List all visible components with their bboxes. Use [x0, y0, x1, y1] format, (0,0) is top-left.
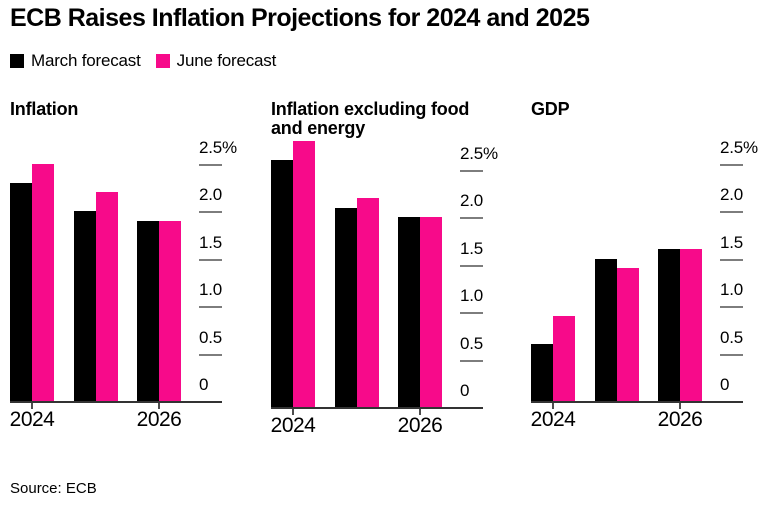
- y-tick-label: 2.5%: [720, 137, 758, 157]
- bar-march-2026: [137, 220, 159, 401]
- y-tick-mark: [720, 163, 743, 166]
- chart-subtitle-gdp: GDP: [531, 99, 570, 119]
- x-tick-label: 2024: [530, 408, 576, 431]
- y-tick-mark: [199, 306, 222, 308]
- figure-title: ECB Raises Inflation Projections for 202…: [10, 4, 590, 32]
- bar-march-2024: [10, 182, 32, 401]
- x-tick-label: 2024: [9, 408, 55, 431]
- x-tick-label: 2024: [270, 414, 316, 437]
- y-tick-mark: [720, 306, 743, 308]
- bar-june-2024: [32, 163, 54, 401]
- y-tick-mark: [720, 211, 743, 213]
- y-tick-label: 2.0: [199, 185, 223, 204]
- x-tick-label: 2026: [397, 414, 443, 437]
- legend-swatch-march: [10, 54, 24, 68]
- bar-march-2024: [531, 344, 553, 401]
- y-tick-label: 0.5: [199, 327, 223, 347]
- chart-core-inflation: Inflation excluding food and energy 2.5%…: [271, 100, 516, 445]
- y-tick-label: 0.5: [720, 327, 744, 347]
- legend-label-june: June forecast: [176, 51, 277, 70]
- legend: March forecast June forecast: [10, 51, 276, 71]
- legend-label-march: March forecast: [31, 51, 141, 70]
- bar-june-2024: [553, 315, 575, 401]
- y-tick-mark: [460, 264, 483, 267]
- source-note: Source: ECB: [10, 480, 97, 497]
- x-axis-line: [271, 407, 483, 409]
- legend-item-march: March forecast: [10, 51, 141, 71]
- y-tick-label: 1.5: [199, 232, 223, 252]
- legend-item-june: June forecast: [155, 51, 277, 71]
- y-tick-label: 0: [460, 381, 470, 400]
- y-tick-label: 2.5%: [199, 137, 237, 157]
- chart-subtitle-core-inflation: Inflation excluding food and energy: [271, 99, 470, 138]
- chart-subtitle-inflation: Inflation: [10, 99, 79, 119]
- chart-inflation: Inflation 2.5% 2.0 1.5 1.0 0.5 0 2024 2026: [10, 100, 255, 445]
- bar-june-2025: [616, 268, 639, 401]
- y-tick-mark: [460, 217, 483, 219]
- y-tick-mark: [199, 353, 222, 356]
- bar-march-2025: [73, 211, 96, 401]
- y-tick-mark: [720, 258, 743, 261]
- y-tick-label: 1.0: [199, 280, 223, 299]
- y-tick-mark: [199, 258, 222, 261]
- x-tick-mark: [31, 403, 33, 409]
- y-tick-label: 2.0: [460, 191, 484, 210]
- y-tick-label: 1.0: [460, 286, 484, 305]
- bar-march-2025: [334, 207, 357, 407]
- y-tick-label: 0: [199, 375, 209, 394]
- y-tick-label: 1.5: [460, 238, 484, 258]
- bar-march-2024: [271, 160, 293, 407]
- legend-swatch-june: [155, 54, 170, 68]
- y-tick-mark: [720, 353, 743, 356]
- x-tick-mark: [292, 409, 294, 415]
- y-tick-mark: [199, 163, 222, 166]
- x-tick-mark: [552, 403, 554, 409]
- y-tick-label: 2.0: [720, 185, 744, 204]
- y-tick-label: 1.5: [720, 232, 744, 252]
- bar-march-2025: [594, 258, 617, 401]
- y-tick-mark: [199, 211, 222, 213]
- x-tick-label: 2026: [136, 408, 182, 431]
- bar-june-2026: [680, 249, 702, 401]
- y-tick-label: 0.5: [460, 333, 484, 353]
- bar-june-2025: [95, 192, 118, 401]
- bar-june-2025: [356, 198, 379, 407]
- y-tick-label: 0: [720, 375, 730, 394]
- bar-june-2026: [159, 220, 181, 401]
- x-axis-line: [10, 401, 222, 403]
- y-tick-label: 1.0: [720, 280, 744, 299]
- bar-march-2026: [398, 217, 420, 407]
- x-tick-mark: [679, 403, 681, 409]
- y-tick-mark: [460, 169, 483, 172]
- bar-march-2026: [658, 249, 680, 401]
- y-tick-mark: [460, 312, 483, 314]
- y-tick-label: 2.5%: [460, 143, 498, 163]
- x-tick-mark: [158, 403, 160, 409]
- y-tick-mark: [460, 359, 483, 362]
- bar-june-2026: [420, 217, 442, 407]
- bar-june-2024: [293, 141, 315, 407]
- chart-gdp: GDP 2.5% 2.0 1.5 1.0 0.5 0 2024 2026: [531, 100, 768, 445]
- x-tick-mark: [419, 409, 421, 415]
- x-axis-line: [531, 401, 743, 403]
- x-tick-label: 2026: [657, 408, 703, 431]
